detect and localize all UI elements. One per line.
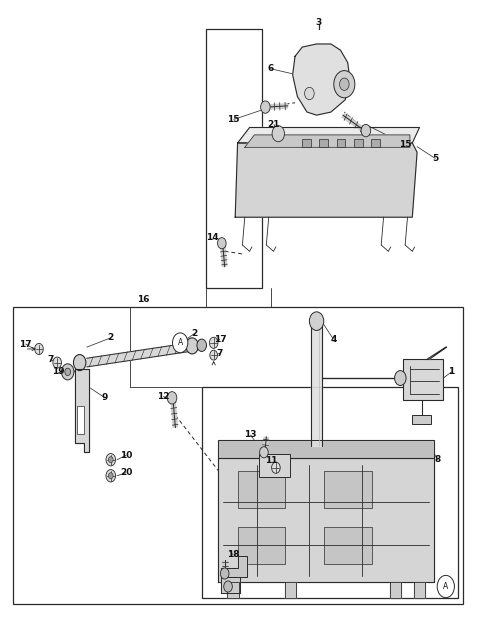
Polygon shape [218, 440, 434, 458]
Circle shape [209, 337, 218, 348]
Text: 15: 15 [228, 115, 240, 124]
Polygon shape [238, 128, 420, 143]
Bar [206, 29, 262, 288]
Circle shape [260, 447, 268, 458]
Circle shape [210, 350, 217, 360]
Polygon shape [235, 143, 417, 217]
Text: 21: 21 [268, 120, 280, 129]
Polygon shape [221, 556, 247, 577]
Circle shape [437, 575, 455, 598]
Polygon shape [390, 582, 401, 598]
Polygon shape [311, 322, 323, 446]
Bar [324, 526, 372, 564]
Circle shape [108, 456, 113, 463]
Bar [320, 139, 328, 147]
Text: 2: 2 [108, 334, 114, 342]
Text: A: A [443, 582, 448, 591]
Text: 5: 5 [432, 154, 438, 163]
Bar [238, 526, 286, 564]
Circle shape [73, 355, 86, 371]
Text: 17: 17 [214, 335, 226, 343]
Bar [12, 307, 463, 604]
Bar [77, 406, 84, 434]
Text: 8: 8 [434, 455, 440, 464]
Circle shape [197, 339, 206, 352]
Circle shape [361, 125, 371, 137]
Polygon shape [414, 582, 425, 598]
Text: 20: 20 [120, 468, 132, 477]
Text: 9: 9 [102, 393, 108, 402]
Circle shape [261, 101, 270, 113]
Bar [202, 388, 458, 598]
Circle shape [35, 343, 43, 355]
Text: 18: 18 [227, 550, 239, 559]
Text: 14: 14 [206, 232, 218, 242]
Bar [371, 139, 380, 147]
Polygon shape [227, 582, 239, 598]
Circle shape [186, 338, 198, 354]
Polygon shape [245, 135, 410, 148]
Text: 7: 7 [216, 349, 223, 358]
Text: 13: 13 [244, 430, 257, 440]
Bar [403, 360, 444, 400]
Circle shape [65, 368, 71, 376]
Circle shape [310, 312, 324, 330]
Text: 3: 3 [316, 18, 322, 27]
Bar [302, 139, 311, 147]
Circle shape [167, 392, 177, 404]
Text: 4: 4 [330, 335, 336, 343]
Text: 7: 7 [48, 355, 54, 364]
Polygon shape [75, 369, 89, 452]
Polygon shape [293, 44, 350, 115]
Text: 16: 16 [137, 295, 149, 304]
Bar [412, 415, 432, 425]
Bar [259, 453, 290, 477]
Circle shape [395, 371, 406, 386]
Text: 2: 2 [192, 329, 198, 338]
Circle shape [224, 581, 232, 592]
Text: 12: 12 [157, 392, 169, 401]
Circle shape [339, 78, 349, 91]
Circle shape [305, 87, 314, 100]
Text: A: A [178, 339, 183, 347]
Text: 6: 6 [267, 64, 274, 73]
Bar [354, 139, 362, 147]
Circle shape [108, 472, 113, 479]
Text: 17: 17 [19, 340, 32, 348]
Text: 1: 1 [448, 368, 455, 376]
Circle shape [272, 126, 285, 142]
Circle shape [61, 364, 74, 380]
Text: 10: 10 [120, 451, 132, 460]
Text: 11: 11 [265, 456, 278, 465]
Polygon shape [87, 343, 190, 367]
Polygon shape [218, 458, 434, 582]
Text: 15: 15 [399, 140, 411, 149]
Circle shape [220, 568, 229, 579]
Polygon shape [221, 577, 240, 593]
Circle shape [53, 357, 61, 368]
Bar [324, 471, 372, 508]
Circle shape [106, 453, 116, 466]
Polygon shape [427, 347, 447, 360]
Text: 19: 19 [52, 368, 64, 376]
Polygon shape [285, 582, 296, 598]
Circle shape [106, 469, 116, 482]
Circle shape [172, 333, 188, 353]
Bar [238, 471, 286, 508]
Bar [336, 139, 345, 147]
Circle shape [272, 462, 280, 473]
Circle shape [334, 71, 355, 98]
Circle shape [217, 237, 226, 249]
